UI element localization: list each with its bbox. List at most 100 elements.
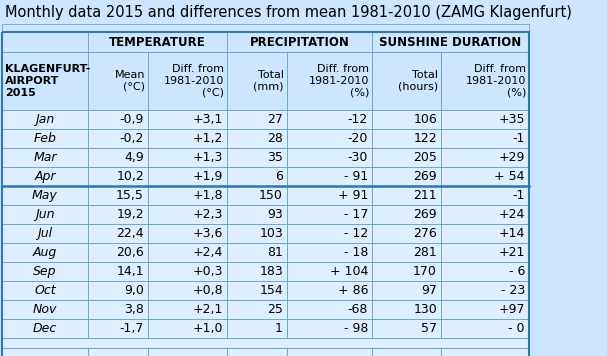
Bar <box>2 32 88 52</box>
Text: -1: -1 <box>513 189 525 202</box>
Text: +3,1: +3,1 <box>192 113 223 126</box>
Bar <box>2 148 88 167</box>
Text: - 23: - 23 <box>501 284 525 297</box>
Text: +1,8: +1,8 <box>192 189 223 202</box>
Text: 269: 269 <box>413 208 437 221</box>
Bar <box>227 52 287 110</box>
Bar <box>441 205 529 224</box>
Bar <box>227 129 287 148</box>
Text: -12: -12 <box>348 113 368 126</box>
Text: 35: 35 <box>267 151 283 164</box>
Text: - 12: - 12 <box>344 227 368 240</box>
Text: +2,4: +2,4 <box>192 246 223 259</box>
Text: Mean
(°C): Mean (°C) <box>115 70 145 92</box>
Bar <box>441 110 529 129</box>
Bar <box>2 348 88 356</box>
Bar <box>372 319 441 338</box>
Bar <box>2 2 529 24</box>
Bar <box>88 205 148 224</box>
Bar <box>287 319 372 338</box>
Bar <box>2 338 529 348</box>
Text: 22,4: 22,4 <box>117 227 144 240</box>
Text: - 17: - 17 <box>344 208 368 221</box>
Text: +21: +21 <box>498 246 525 259</box>
Text: 28: 28 <box>267 132 283 145</box>
Text: Feb: Feb <box>33 132 56 145</box>
Text: Jun: Jun <box>35 208 55 221</box>
Text: 10,2: 10,2 <box>117 170 144 183</box>
Text: Mar: Mar <box>33 151 56 164</box>
Bar <box>88 262 148 281</box>
Bar <box>148 129 227 148</box>
Bar <box>227 32 372 52</box>
Bar <box>2 300 88 319</box>
Bar <box>227 205 287 224</box>
Text: 269: 269 <box>413 170 437 183</box>
Text: +1,0: +1,0 <box>192 322 223 335</box>
Text: - 98: - 98 <box>344 322 368 335</box>
Text: - 6: - 6 <box>509 265 525 278</box>
Text: -0,2: -0,2 <box>120 132 144 145</box>
Text: 27: 27 <box>267 113 283 126</box>
Bar <box>88 110 148 129</box>
Bar <box>227 110 287 129</box>
Text: 154: 154 <box>259 284 283 297</box>
Text: Sep: Sep <box>33 265 56 278</box>
Bar <box>148 300 227 319</box>
Bar <box>148 262 227 281</box>
Text: 97: 97 <box>421 284 437 297</box>
Text: Nov: Nov <box>33 303 57 316</box>
Text: +1,3: +1,3 <box>192 151 223 164</box>
Text: 57: 57 <box>421 322 437 335</box>
Bar <box>372 224 441 243</box>
Bar <box>2 224 88 243</box>
Bar <box>88 319 148 338</box>
Bar <box>372 281 441 300</box>
Bar <box>441 281 529 300</box>
Bar <box>88 129 148 148</box>
Text: + 104: + 104 <box>330 265 368 278</box>
Text: May: May <box>32 189 58 202</box>
Bar <box>148 52 227 110</box>
Text: 6: 6 <box>275 170 283 183</box>
Bar <box>2 205 88 224</box>
Text: + 54: + 54 <box>495 170 525 183</box>
Text: Total
(hours): Total (hours) <box>398 70 438 92</box>
Bar <box>441 224 529 243</box>
Text: 9,0: 9,0 <box>124 284 144 297</box>
Bar <box>148 186 227 205</box>
Bar <box>227 281 287 300</box>
Bar <box>2 319 88 338</box>
Text: 25: 25 <box>267 303 283 316</box>
Bar <box>148 205 227 224</box>
Bar <box>2 167 88 186</box>
Bar <box>88 186 148 205</box>
Text: -1: -1 <box>513 132 525 145</box>
Text: 281: 281 <box>413 246 437 259</box>
Bar <box>2 129 88 148</box>
Bar <box>372 129 441 148</box>
Bar <box>372 348 441 356</box>
Text: 19,2: 19,2 <box>117 208 144 221</box>
Text: +2,1: +2,1 <box>192 303 223 316</box>
Text: Apr: Apr <box>34 170 56 183</box>
Text: 14,1: 14,1 <box>117 265 144 278</box>
Text: - 0: - 0 <box>509 322 525 335</box>
Bar <box>441 243 529 262</box>
Bar <box>372 186 441 205</box>
Text: Jul: Jul <box>38 227 53 240</box>
Bar <box>287 129 372 148</box>
Bar <box>148 167 227 186</box>
Text: -20: -20 <box>348 132 368 145</box>
Text: +2,3: +2,3 <box>192 208 223 221</box>
Bar <box>2 186 88 205</box>
Bar <box>441 167 529 186</box>
Bar <box>287 243 372 262</box>
Bar <box>227 348 287 356</box>
Bar <box>372 262 441 281</box>
Text: +35: +35 <box>498 113 525 126</box>
Text: 81: 81 <box>267 246 283 259</box>
Bar <box>287 281 372 300</box>
Bar <box>372 148 441 167</box>
Text: - 18: - 18 <box>344 246 368 259</box>
